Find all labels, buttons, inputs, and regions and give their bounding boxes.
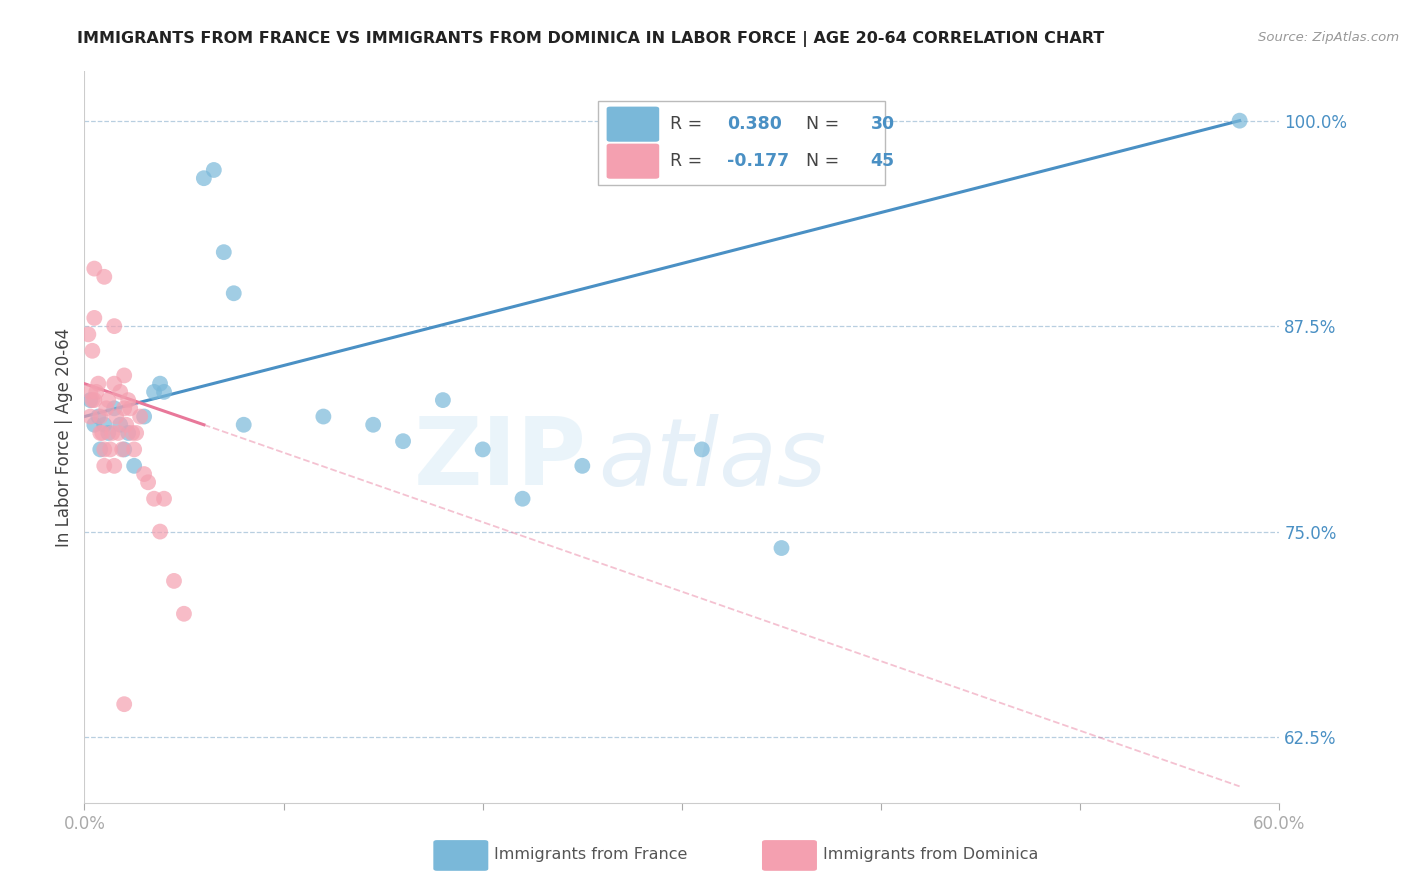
Point bbox=[121, 425, 143, 440]
Point bbox=[103, 458, 125, 473]
Point bbox=[110, 417, 132, 432]
Point bbox=[153, 384, 176, 399]
Point bbox=[129, 409, 152, 424]
Point bbox=[193, 171, 215, 186]
Point bbox=[79, 409, 101, 424]
Text: N =: N = bbox=[796, 115, 845, 133]
Text: -0.177: -0.177 bbox=[727, 153, 789, 170]
Point bbox=[149, 376, 172, 391]
Point bbox=[122, 442, 145, 457]
Point bbox=[97, 425, 120, 440]
Point bbox=[83, 393, 105, 408]
Point bbox=[471, 442, 494, 457]
Text: 30: 30 bbox=[870, 115, 894, 133]
Text: 45: 45 bbox=[870, 153, 894, 170]
Point bbox=[312, 409, 335, 424]
FancyBboxPatch shape bbox=[599, 101, 886, 185]
Text: R =: R = bbox=[671, 153, 707, 170]
Point bbox=[115, 417, 138, 432]
Point bbox=[153, 491, 176, 506]
Point bbox=[222, 286, 245, 301]
Point bbox=[112, 368, 135, 383]
Point bbox=[91, 425, 114, 440]
Point bbox=[392, 434, 415, 449]
Point bbox=[512, 491, 534, 506]
Y-axis label: In Labor Force | Age 20-64: In Labor Force | Age 20-64 bbox=[55, 327, 73, 547]
Point bbox=[163, 574, 186, 588]
Point bbox=[690, 442, 713, 457]
Point bbox=[110, 384, 132, 399]
Point bbox=[112, 401, 135, 416]
Text: N =: N = bbox=[796, 153, 845, 170]
Point bbox=[97, 393, 120, 408]
Text: ZIP: ZIP bbox=[413, 413, 586, 505]
Point bbox=[98, 442, 121, 457]
Point bbox=[93, 442, 115, 457]
Point bbox=[82, 393, 104, 408]
FancyBboxPatch shape bbox=[606, 144, 659, 178]
Point bbox=[122, 458, 145, 473]
Point bbox=[202, 163, 225, 178]
Point bbox=[149, 524, 172, 539]
Point bbox=[103, 401, 125, 416]
Text: Immigrants from Dominica: Immigrants from Dominica bbox=[823, 847, 1038, 863]
Point bbox=[125, 425, 148, 440]
Point bbox=[132, 409, 156, 424]
Point bbox=[361, 417, 384, 432]
Point bbox=[83, 310, 105, 325]
Point bbox=[132, 467, 156, 481]
Point bbox=[89, 425, 111, 440]
Point bbox=[173, 607, 195, 621]
Text: 0.380: 0.380 bbox=[727, 115, 782, 133]
Text: atlas: atlas bbox=[599, 414, 827, 505]
Point bbox=[112, 442, 135, 457]
FancyBboxPatch shape bbox=[762, 840, 817, 871]
Point bbox=[232, 417, 254, 432]
Text: Immigrants from France: Immigrants from France bbox=[495, 847, 688, 863]
Text: IMMIGRANTS FROM FRANCE VS IMMIGRANTS FROM DOMINICA IN LABOR FORCE | AGE 20-64 CO: IMMIGRANTS FROM FRANCE VS IMMIGRANTS FRO… bbox=[77, 31, 1105, 47]
Point bbox=[143, 491, 166, 506]
Point bbox=[83, 417, 105, 432]
Point bbox=[82, 343, 104, 358]
Point bbox=[93, 417, 115, 432]
Point bbox=[107, 425, 129, 440]
Point bbox=[79, 384, 101, 399]
Point bbox=[93, 458, 115, 473]
Point bbox=[183, 821, 205, 835]
Point bbox=[770, 541, 793, 555]
Point bbox=[93, 269, 115, 284]
Point bbox=[96, 401, 118, 416]
FancyBboxPatch shape bbox=[606, 107, 659, 142]
Point bbox=[89, 442, 111, 457]
Point bbox=[212, 245, 235, 260]
Point bbox=[103, 319, 125, 334]
Point bbox=[143, 384, 166, 399]
Point bbox=[117, 425, 139, 440]
Point bbox=[1229, 113, 1251, 128]
Point bbox=[87, 409, 110, 424]
Point bbox=[120, 401, 142, 416]
Point bbox=[117, 393, 139, 408]
Point bbox=[112, 697, 135, 711]
Point bbox=[111, 442, 134, 457]
Text: R =: R = bbox=[671, 115, 707, 133]
Point bbox=[79, 393, 101, 408]
Text: Source: ZipAtlas.com: Source: ZipAtlas.com bbox=[1258, 31, 1399, 45]
Point bbox=[86, 384, 108, 399]
Point bbox=[103, 376, 125, 391]
Point bbox=[105, 409, 128, 424]
Point bbox=[83, 261, 105, 276]
Point bbox=[101, 425, 124, 440]
Point bbox=[432, 393, 454, 408]
Point bbox=[136, 475, 159, 490]
FancyBboxPatch shape bbox=[433, 840, 488, 871]
Point bbox=[571, 458, 593, 473]
Point bbox=[77, 327, 100, 342]
Point bbox=[87, 376, 110, 391]
Point bbox=[89, 409, 111, 424]
